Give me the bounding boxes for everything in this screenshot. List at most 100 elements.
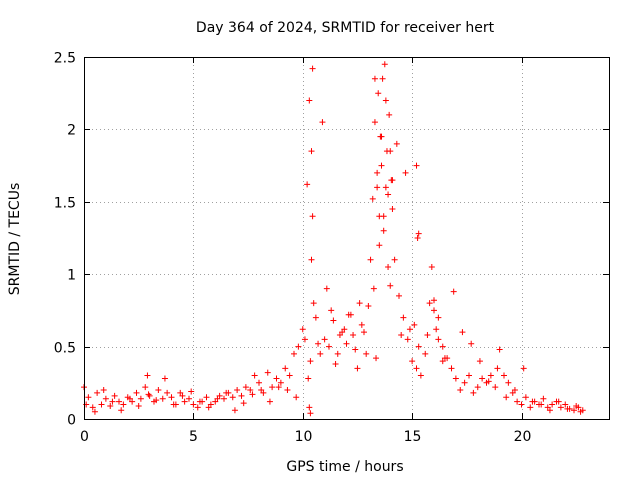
data-point xyxy=(179,392,186,399)
data-point xyxy=(306,97,313,104)
data-point xyxy=(414,235,421,241)
data-point xyxy=(376,242,383,249)
data-point xyxy=(312,314,319,321)
data-point xyxy=(494,365,501,372)
data-point xyxy=(378,162,385,169)
data-point xyxy=(411,321,418,328)
data-point xyxy=(457,387,464,394)
data-point xyxy=(133,389,140,396)
data-point xyxy=(358,321,365,328)
data-point xyxy=(375,90,382,97)
data-point xyxy=(470,389,477,396)
data-point xyxy=(476,358,483,365)
y-tick-label: 0 xyxy=(67,413,76,429)
data-point xyxy=(315,340,322,347)
data-point xyxy=(387,282,394,289)
data-point xyxy=(431,307,437,314)
data-point xyxy=(474,384,481,391)
data-point xyxy=(367,256,374,263)
x-tick-label: 5 xyxy=(189,429,198,445)
data-point xyxy=(229,394,236,401)
data-point xyxy=(188,388,195,395)
data-point xyxy=(221,395,227,402)
data-point xyxy=(307,410,314,417)
data-point xyxy=(426,300,433,307)
data-point xyxy=(369,195,376,202)
data-point xyxy=(527,404,534,411)
data-point xyxy=(242,384,249,391)
data-point xyxy=(485,378,492,385)
data-point xyxy=(487,372,494,379)
axis-ticks: 0 5 10 15 20 0 0.5 1 1.5 2 2.5 xyxy=(54,51,609,445)
data-point xyxy=(448,365,455,372)
data-point xyxy=(164,389,171,396)
data-point xyxy=(284,387,291,394)
data-point xyxy=(520,365,527,372)
data-point xyxy=(277,379,284,386)
data-point xyxy=(205,404,212,411)
gridlines xyxy=(84,57,609,419)
data-point xyxy=(461,379,468,386)
data-point xyxy=(231,407,238,414)
data-point xyxy=(514,398,521,405)
data-point xyxy=(155,387,162,394)
data-point xyxy=(385,191,392,198)
data-point xyxy=(562,401,569,408)
data-point xyxy=(309,65,316,72)
data-point xyxy=(373,355,380,362)
data-point xyxy=(264,369,271,376)
data-point xyxy=(389,177,396,184)
data-point xyxy=(223,389,230,396)
data-point xyxy=(417,372,424,379)
data-point xyxy=(522,394,529,401)
data-point xyxy=(496,346,503,353)
data-point xyxy=(251,372,258,379)
data-point xyxy=(159,395,166,402)
data-point xyxy=(511,387,518,394)
data-point xyxy=(354,365,361,372)
data-point xyxy=(363,350,370,357)
data-point xyxy=(529,398,536,405)
data-point xyxy=(413,162,420,169)
data-point xyxy=(391,256,398,263)
y-tick-label: 0.5 xyxy=(54,341,76,357)
data-point xyxy=(295,343,302,350)
data-point xyxy=(107,402,114,409)
data-point xyxy=(468,340,475,347)
data-point xyxy=(452,375,459,382)
data-point xyxy=(332,360,339,367)
data-point xyxy=(170,401,177,408)
data-point xyxy=(111,392,118,399)
data-point xyxy=(503,394,510,401)
data-point xyxy=(336,332,343,339)
data-point xyxy=(479,375,486,382)
data-point xyxy=(435,314,442,321)
data-point xyxy=(371,75,378,82)
data-point xyxy=(378,133,385,140)
data-point xyxy=(389,206,396,213)
data-point xyxy=(573,402,580,409)
data-point xyxy=(269,384,276,391)
data-point xyxy=(238,392,245,399)
data-point xyxy=(431,297,437,304)
data-point xyxy=(319,119,326,126)
data-point xyxy=(492,384,499,391)
data-point xyxy=(433,326,440,333)
data-point xyxy=(350,332,357,339)
data-point xyxy=(398,332,405,339)
data-point xyxy=(380,213,387,220)
data-point xyxy=(309,213,316,220)
plot-frame xyxy=(84,57,610,420)
data-point xyxy=(371,119,378,126)
data-point xyxy=(323,285,330,292)
data-point xyxy=(402,169,409,176)
x-tick-label: 0 xyxy=(80,429,89,445)
data-point xyxy=(549,401,556,408)
data-point xyxy=(343,340,350,347)
y-axis-label: SRMTID / TECUs xyxy=(7,183,23,296)
data-point xyxy=(89,404,96,411)
data-point xyxy=(555,398,562,405)
data-point xyxy=(501,372,507,379)
data-point xyxy=(234,387,241,394)
